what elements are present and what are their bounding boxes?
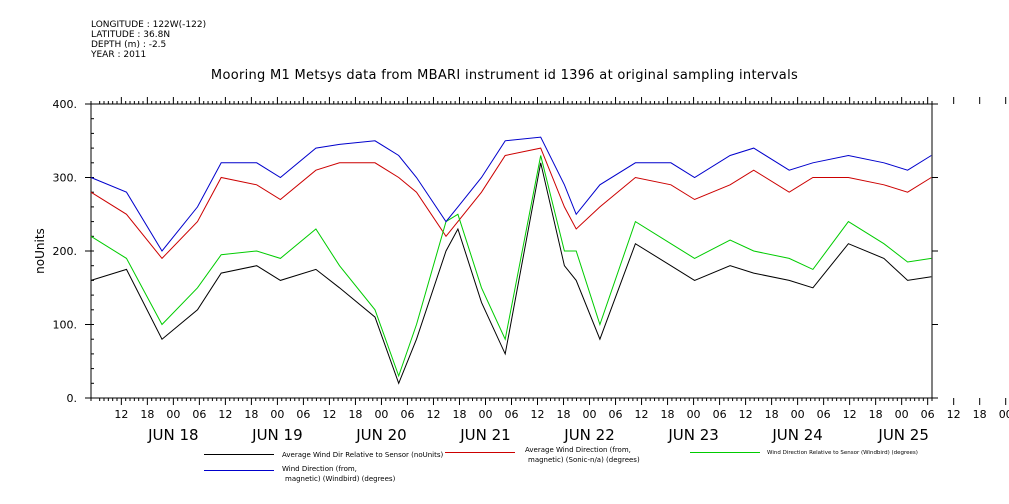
x-day-label: JUN 25 (877, 426, 928, 444)
latitude-label: LATITUDE : 36.8N (91, 30, 171, 40)
y-tick-label: 0. (67, 392, 78, 405)
x-hour-label: 12 (843, 408, 857, 421)
legend-swatch-blue (204, 470, 274, 471)
legend-label-blue-1: Wind Direction (from, (282, 465, 357, 473)
x-hour-label: 18 (348, 408, 362, 421)
legend-swatch-green (690, 452, 760, 453)
chart-title: Mooring M1 Metsys data from MBARI instru… (210, 68, 799, 83)
x-hour-label: 12 (426, 408, 440, 421)
depth-label: DEPTH (m) : -2.5 (91, 40, 167, 50)
series-line-2 (90, 155, 932, 378)
y-tick-label: 200. (53, 245, 78, 258)
x-hour-label: 18 (765, 408, 779, 421)
x-hour-label: 06 (817, 408, 831, 421)
y-tick-label: 100. (53, 319, 78, 332)
x-hour-label: 00 (166, 408, 180, 421)
x-hour-label: 06 (400, 408, 414, 421)
x-hour-label: 18 (869, 408, 883, 421)
x-hour-label: 12 (739, 408, 753, 421)
x-hour-label: 00 (583, 408, 597, 421)
x-hour-label: 06 (296, 408, 310, 421)
year-label: YEAR : 2011 (91, 50, 147, 60)
legend-swatch-black (204, 454, 274, 455)
x-hour-label: 12 (218, 408, 232, 421)
x-day-label: JUN 23 (667, 426, 718, 444)
x-day-label: JUN 24 (771, 426, 822, 444)
plot-frame (90, 103, 933, 399)
legend-label-black: Average Wind Dir Relative to Sensor (noU… (282, 451, 444, 459)
x-hour-label: 18 (557, 408, 571, 421)
x-hour-label: 00 (687, 408, 701, 421)
series-line-1 (90, 147, 932, 260)
x-hour-label: 12 (114, 408, 128, 421)
x-hour-label: 06 (192, 408, 206, 421)
x-day-label: JUN 21 (459, 426, 510, 444)
x-day-label: JUN 20 (355, 426, 406, 444)
x-hour-label: 12 (947, 408, 961, 421)
x-day-label: JUN 18 (147, 426, 198, 444)
x-hour-label: 18 (661, 408, 675, 421)
legend-label-blue-2: magnetic) (Windbird) (degrees) (285, 475, 396, 483)
series-line-0 (90, 162, 932, 385)
x-hour-label: 00 (895, 408, 909, 421)
legend-label-red-1: Average Wind Direction (from, (525, 446, 631, 454)
longitude-label: LONGITUDE : 122W(-122) (91, 20, 207, 30)
x-hour-label: 06 (609, 408, 623, 421)
y-tick-label: 300. (53, 172, 78, 185)
x-hour-label: 06 (921, 408, 935, 421)
x-hour-label: 06 (713, 408, 727, 421)
x-hour-label: 18 (140, 408, 154, 421)
x-hour-label: 00 (478, 408, 492, 421)
x-hour-label: 00 (999, 408, 1009, 421)
x-hour-label: 00 (374, 408, 388, 421)
x-hour-label: 00 (791, 408, 805, 421)
legend-swatch-red (445, 452, 515, 453)
y-tick-label: 400. (53, 98, 78, 111)
metadata-block: LONGITUDE : 122W(-122) LATITUDE : 36.8N … (91, 20, 206, 60)
x-hour-label: 12 (531, 408, 545, 421)
x-hour-label: 18 (244, 408, 258, 421)
x-day-label: JUN 22 (563, 426, 614, 444)
x-hour-label: 06 (505, 408, 519, 421)
legend-label-green: Wind Direction Relative to Sensor (Windb… (767, 450, 918, 456)
x-day-label: JUN 19 (251, 426, 302, 444)
y-axis-label: noUnits (33, 228, 47, 274)
series-line-3 (90, 136, 932, 252)
x-hour-label: 18 (452, 408, 466, 421)
legend-label-red-2: magnetic) (Sonic-n/a) (degrees) (528, 456, 640, 464)
x-hour-label: 12 (635, 408, 649, 421)
x-hour-label: 00 (270, 408, 284, 421)
x-hour-label: 18 (973, 408, 987, 421)
x-hour-label: 12 (322, 408, 336, 421)
